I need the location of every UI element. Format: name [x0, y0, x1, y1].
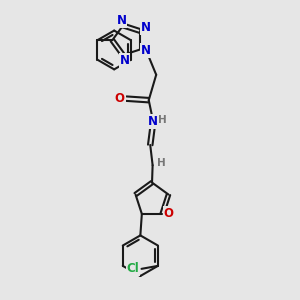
Text: N: N: [116, 14, 127, 27]
Text: H: H: [158, 115, 167, 125]
Text: H: H: [157, 158, 165, 168]
Text: Cl: Cl: [127, 262, 140, 275]
Text: N: N: [119, 54, 130, 67]
Text: O: O: [115, 92, 125, 105]
Text: O: O: [164, 207, 174, 220]
Text: N: N: [148, 115, 158, 128]
Text: N: N: [141, 44, 151, 57]
Text: N: N: [141, 21, 151, 34]
